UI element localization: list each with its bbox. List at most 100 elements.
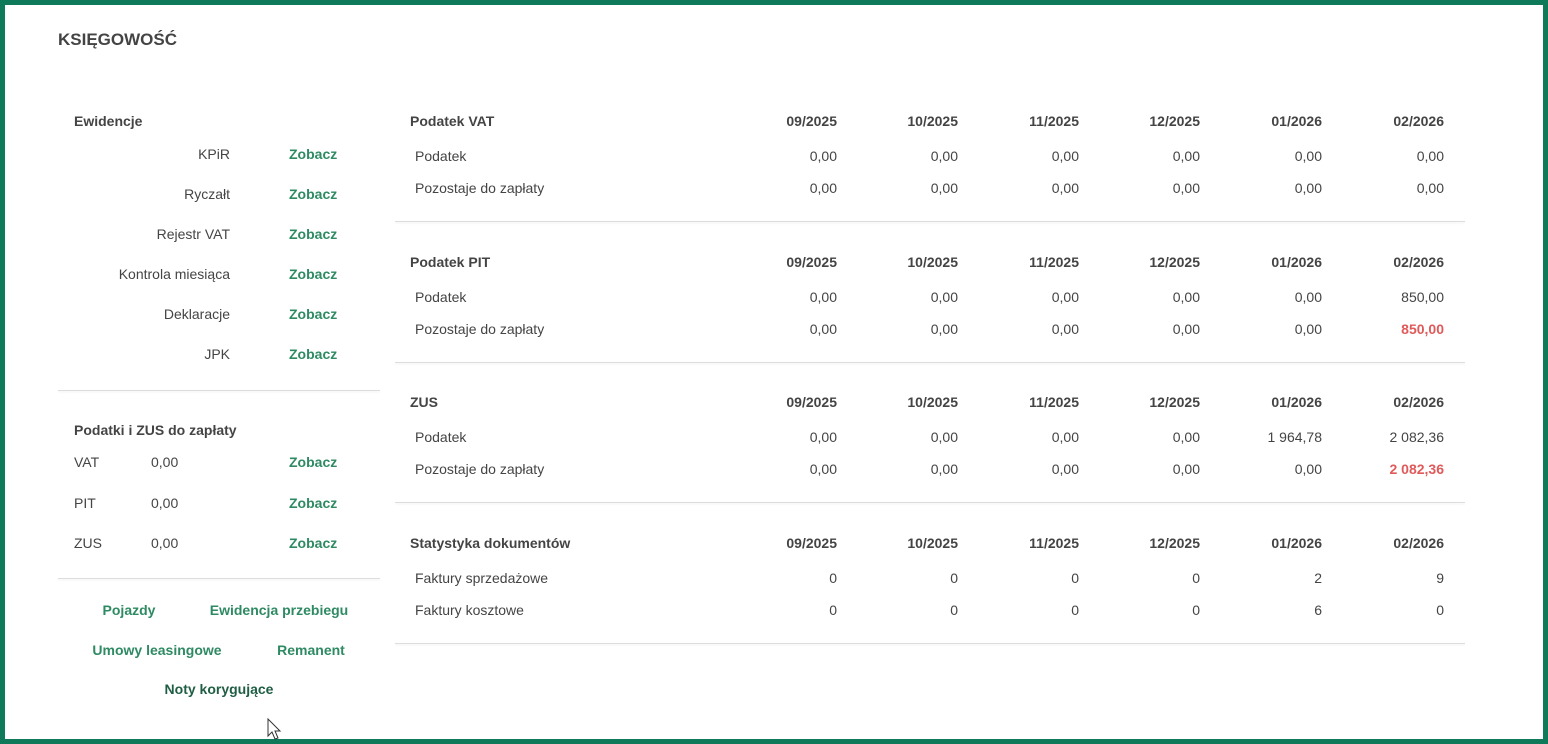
cell-value: 2 082,36 — [1389, 429, 1445, 446]
cell-value: 0 — [1436, 602, 1444, 619]
cell-value: 0,00 — [930, 288, 958, 305]
section-title: Podatki i ZUS do zapłaty — [74, 422, 237, 438]
nav-link[interactable]: Remanent — [277, 642, 345, 658]
cell-value: 0,00 — [1294, 288, 1322, 305]
cell-value: 0,00 — [1172, 148, 1200, 164]
cell-value: 0,00 — [1172, 320, 1200, 337]
column-header: 09/2025 — [786, 113, 837, 129]
cell-value: 0,00 — [1294, 180, 1322, 196]
tax-amount: 0,00 — [151, 535, 179, 551]
tax-label: VAT — [74, 454, 100, 470]
record-label: JPK — [204, 346, 230, 362]
column-header: 10/2025 — [907, 535, 958, 552]
cell-value: 0,00 — [1172, 429, 1200, 446]
view-link[interactable]: Zobacz — [289, 226, 338, 242]
column-header: 10/2025 — [907, 394, 958, 411]
column-header: 12/2025 — [1149, 394, 1200, 411]
cell-value: 0,00 — [1051, 461, 1079, 478]
tax-amount: 0,00 — [151, 454, 179, 470]
tax-amount: 0,00 — [151, 494, 179, 511]
column-header: 02/2026 — [1393, 253, 1444, 270]
cell-value: 2 — [1314, 570, 1322, 587]
cell-value: 0 — [829, 602, 837, 619]
nav-link[interactable]: Ewidencja przebiegu — [209, 602, 349, 618]
column-header: 01/2026 — [1271, 394, 1322, 411]
cell-value: 6 — [1314, 602, 1322, 619]
view-link[interactable]: Zobacz — [289, 454, 338, 470]
row-label: Faktury sprzedażowe — [415, 570, 549, 587]
cell-value: 0 — [950, 570, 958, 587]
row-label: Podatek — [415, 429, 467, 446]
cell-value: 0,00 — [809, 461, 837, 478]
row-label: Podatek — [415, 288, 467, 305]
column-header: 11/2025 — [1029, 394, 1079, 411]
view-link[interactable]: Zobacz — [289, 306, 338, 322]
tax-label: PIT — [74, 494, 96, 511]
cell-value: 0 — [829, 570, 837, 587]
column-header: 10/2025 — [907, 113, 958, 129]
cell-value: 0,00 — [1294, 148, 1322, 164]
cell-value: 0 — [1071, 570, 1079, 587]
row-label: Pozostaje do zapłaty — [415, 320, 545, 337]
view-link[interactable]: Zobacz — [289, 346, 338, 362]
column-header: 12/2025 — [1149, 253, 1200, 270]
nav-link[interactable]: Pojazdy — [102, 602, 156, 618]
cell-value: 0 — [1192, 570, 1200, 587]
record-label: Ryczałt — [184, 186, 230, 202]
separator — [58, 578, 380, 579]
separator — [58, 390, 380, 391]
cell-value: 2 082,36 — [1389, 461, 1445, 478]
column-header: 09/2025 — [786, 253, 837, 270]
column-header: 12/2025 — [1149, 535, 1200, 552]
cell-value: 850,00 — [1401, 288, 1444, 305]
column-header: 02/2026 — [1393, 535, 1444, 552]
cell-value: 0,00 — [930, 320, 958, 337]
cell-value: 0,00 — [1416, 148, 1444, 164]
cell-value: 0 — [1071, 602, 1079, 619]
cell-value: 0,00 — [1294, 320, 1322, 337]
column-header: 02/2026 — [1393, 113, 1444, 129]
page-title: KSIĘGOWOŚĆ — [58, 30, 178, 49]
table-title: Podatek PIT — [410, 253, 491, 270]
view-link[interactable]: Zobacz — [289, 494, 338, 511]
cell-value: 0 — [1192, 602, 1200, 619]
record-label: Deklaracje — [163, 306, 230, 322]
column-header: 12/2025 — [1149, 113, 1200, 129]
cell-value: 0,00 — [809, 429, 837, 446]
row-label: Pozostaje do zapłaty — [415, 180, 545, 196]
cell-value: 0,00 — [809, 288, 837, 305]
row-label: Pozostaje do zapłaty — [415, 461, 545, 478]
cell-value: 0,00 — [930, 180, 958, 196]
column-header: 09/2025 — [786, 535, 837, 552]
cell-value: 0,00 — [809, 180, 837, 196]
separator — [395, 502, 1465, 504]
column-header: 11/2025 — [1029, 253, 1079, 270]
cell-value: 1 964,78 — [1267, 429, 1323, 446]
section-title: Ewidencje — [74, 113, 143, 129]
view-link[interactable]: Zobacz — [289, 146, 338, 162]
view-link[interactable]: Zobacz — [289, 535, 338, 551]
view-link[interactable]: Zobacz — [289, 186, 338, 202]
cell-value: 0,00 — [930, 148, 958, 164]
cell-value: 0,00 — [1172, 180, 1200, 196]
cell-value: 0,00 — [1051, 429, 1079, 446]
cell-value: 0,00 — [809, 148, 837, 164]
cell-value: 0,00 — [930, 429, 958, 446]
cell-value: 0,00 — [1416, 180, 1444, 196]
cell-value: 9 — [1436, 570, 1444, 587]
table-title: Statystyka dokumentów — [410, 535, 571, 552]
view-link[interactable]: Zobacz — [289, 266, 338, 282]
nav-link[interactable]: Umowy leasingowe — [92, 642, 222, 658]
cell-value: 850,00 — [1401, 320, 1444, 337]
column-header: 11/2025 — [1029, 113, 1079, 129]
cell-value: 0 — [950, 602, 958, 619]
tax-label: ZUS — [74, 535, 102, 551]
row-label: Faktury kosztowe — [415, 602, 524, 619]
row-label: Podatek — [415, 148, 467, 164]
cell-value: 0,00 — [1172, 461, 1200, 478]
nav-link[interactable]: Noty korygujące — [164, 681, 274, 697]
separator — [395, 361, 1465, 363]
table-title: ZUS — [410, 394, 438, 411]
cell-value: 0,00 — [1051, 148, 1079, 164]
